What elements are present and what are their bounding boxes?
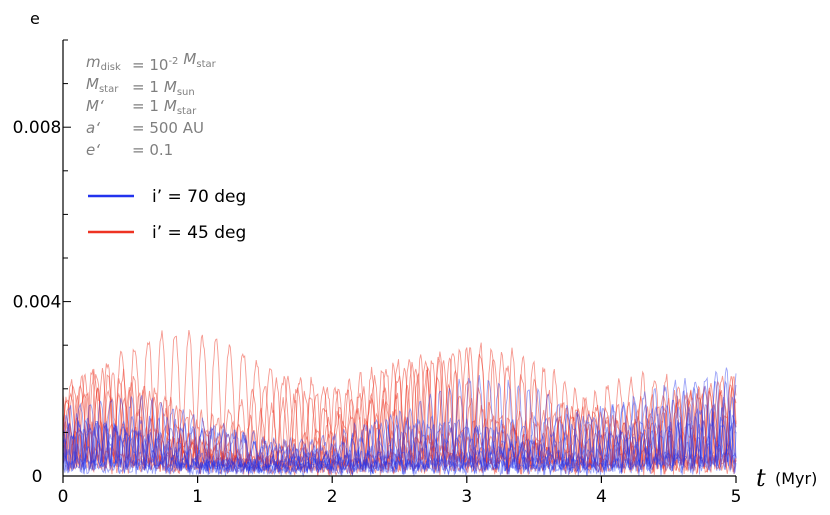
trace-line xyxy=(62,370,737,475)
parameter-line: mdisk = 10-2 Mstar xyxy=(86,50,217,74)
x-axis-symbol: t xyxy=(756,464,766,492)
series-70deg xyxy=(62,367,737,478)
axis-ticks: 0 1 2 3 4 5 0 0.004 0.008 xyxy=(13,39,742,507)
trace-line xyxy=(62,375,737,476)
y-tick-label: 0.004 xyxy=(13,293,62,313)
series-45deg xyxy=(62,330,737,477)
trace-line xyxy=(62,421,737,476)
y-tick-label: 0.008 xyxy=(13,118,62,138)
trace-line xyxy=(62,347,737,476)
plot-area xyxy=(62,330,737,478)
trace-line xyxy=(62,342,737,476)
trace-line xyxy=(62,396,737,475)
x-tick-label: 1 xyxy=(192,487,203,507)
x-axis-unit: (Myr) xyxy=(775,469,817,488)
y-axis-label: e xyxy=(30,9,40,28)
parameter-line: M‘ = 1 Mstar xyxy=(86,97,197,117)
trace-line xyxy=(62,427,737,476)
legend: i’ = 70 deg i’ = 45 deg xyxy=(88,187,246,243)
legend-label-45: i’ = 45 deg xyxy=(152,223,246,243)
y-tick-label: 0 xyxy=(32,467,43,487)
parameter-line: a‘ = 500 AU xyxy=(86,119,204,137)
x-tick-label: 2 xyxy=(327,487,338,507)
parameter-line: Mstar = 1 Msun xyxy=(86,75,195,98)
x-tick-label: 0 xyxy=(58,487,69,507)
trace-line xyxy=(62,367,737,477)
trace-line xyxy=(62,400,737,476)
trace-line xyxy=(62,419,737,478)
x-tick-label: 4 xyxy=(596,487,607,507)
x-tick-label: 5 xyxy=(731,487,742,507)
legend-label-70: i’ = 70 deg xyxy=(152,187,246,207)
x-tick-label: 3 xyxy=(461,487,472,507)
trace-line xyxy=(62,380,737,475)
parameter-line: e‘ = 0.1 xyxy=(86,141,173,159)
trace-line xyxy=(62,410,737,476)
